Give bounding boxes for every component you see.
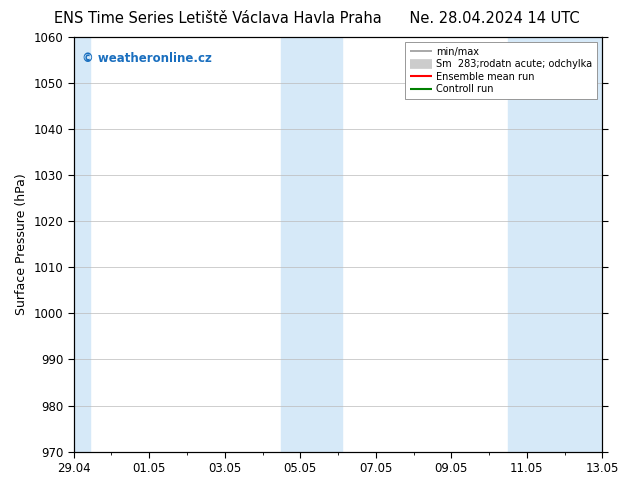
Text: ENS Time Series Letiště Václava Havla Praha      Ne. 28.04.2024 14 UTC: ENS Time Series Letiště Václava Havla Pr… bbox=[54, 11, 580, 26]
Bar bbox=[281, 37, 342, 452]
Y-axis label: Surface Pressure (hPa): Surface Pressure (hPa) bbox=[15, 173, 28, 315]
Legend: min/max, Sm  283;rodatn acute; odchylka, Ensemble mean run, Controll run: min/max, Sm 283;rodatn acute; odchylka, … bbox=[405, 42, 597, 99]
Text: © weatheronline.cz: © weatheronline.cz bbox=[82, 51, 212, 65]
Bar bbox=[74, 37, 89, 452]
Bar bbox=[508, 37, 602, 452]
